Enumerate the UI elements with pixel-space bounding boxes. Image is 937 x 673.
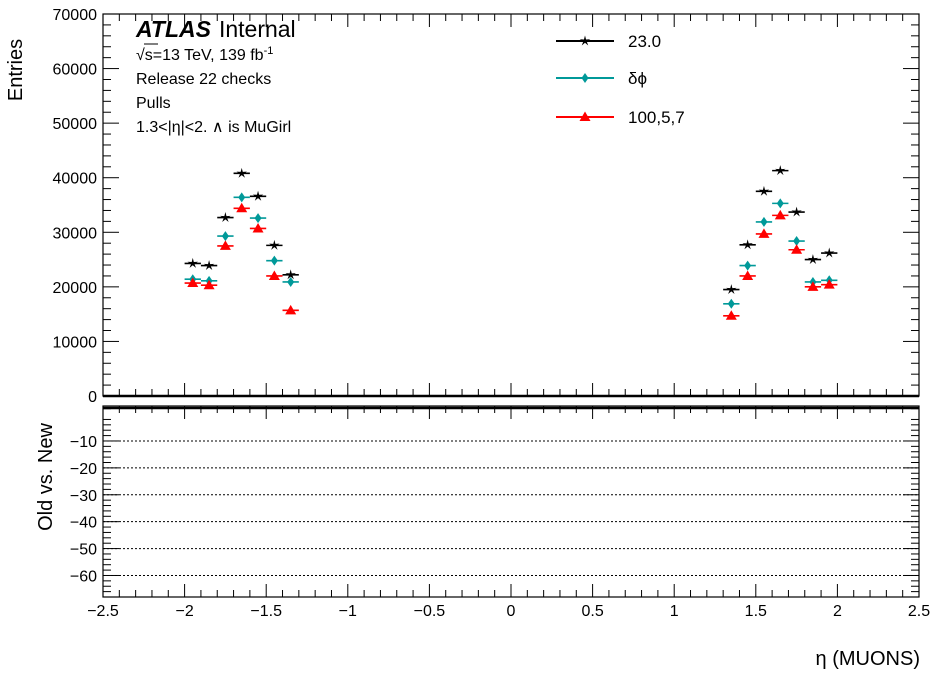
data-point-triangle xyxy=(774,209,786,220)
main-y-tick-label: 10000 xyxy=(53,334,98,351)
x-tick-label: −1.5 xyxy=(250,603,282,620)
data-point-star xyxy=(269,239,280,250)
ratio-frame xyxy=(102,405,920,598)
ratio-y-tick-label: −10 xyxy=(70,434,97,451)
data-point-star xyxy=(824,247,835,258)
data-point-diamond xyxy=(793,236,801,247)
main-y-axis: 0 10000 20000 30000 40000 50000 60000 70000 xyxy=(53,7,919,406)
ratio-y-tick-label: −30 xyxy=(70,488,97,505)
x-tick-label: 0.5 xyxy=(581,603,603,620)
x-tick-label: 1.5 xyxy=(745,603,767,620)
data-point-star xyxy=(742,239,753,250)
data-point-star xyxy=(726,284,737,295)
data-point-triangle xyxy=(807,281,819,291)
data-point-star xyxy=(187,257,198,268)
ratio-y-axis: −10 −20 −30 −40 −50 −60 xyxy=(70,408,919,593)
x-tick-label: 2.5 xyxy=(908,603,930,620)
legend-label: 100,5,7 xyxy=(628,108,685,127)
data-point-star xyxy=(203,260,215,271)
main-y-tick-label: 40000 xyxy=(53,171,98,188)
data-point-triangle xyxy=(187,277,199,288)
atlas-experiment: ATLAS xyxy=(135,16,212,42)
data-point-triangle xyxy=(236,202,248,213)
main-y-tick-label: 70000 xyxy=(53,7,98,24)
main-y-tick-label: 20000 xyxy=(53,280,98,297)
main-y-tick-label: 50000 xyxy=(53,116,98,133)
data-point-triangle xyxy=(219,240,231,250)
data-point-star xyxy=(252,190,264,201)
info-line-2: Pulls xyxy=(136,95,171,112)
data-point-star xyxy=(791,206,802,217)
x-tick-label: −2 xyxy=(175,603,193,620)
data-point-diamond xyxy=(760,216,768,227)
ratio-y-tick-label: −40 xyxy=(70,515,97,532)
atlas-label: ATLAS Internal xyxy=(135,16,296,42)
main-data-points xyxy=(184,165,838,320)
data-point-triangle xyxy=(252,222,264,233)
data-point-star xyxy=(758,185,770,196)
data-point-triangle xyxy=(823,279,835,289)
x-tick-label: 1 xyxy=(670,603,679,620)
legend-marker-triangle xyxy=(579,111,591,121)
legend-label: 23.0 xyxy=(628,32,661,51)
data-point-diamond xyxy=(744,260,752,271)
energy-lumi: √s=13 TeV, 139 fb-1 xyxy=(136,45,273,64)
data-point-star xyxy=(807,254,819,265)
atlas-status: Internal xyxy=(219,16,296,42)
legend: 23.0 δϕ 100,5,7 xyxy=(556,32,685,127)
ratio-y-tick-label: −60 xyxy=(70,568,97,585)
x-axis: −2.5 −2 −1.5 −1 −0.5 0 0.5 1 1.5 2 2.5 xyxy=(87,406,930,620)
data-point-triangle xyxy=(203,279,215,290)
legend-label: δϕ xyxy=(628,69,647,88)
data-point-diamond xyxy=(776,198,784,209)
ratio-y-tick-label: −20 xyxy=(70,461,97,478)
main-panel: 0 10000 20000 30000 40000 50000 60000 70000 Ent… xyxy=(5,7,920,406)
data-point-diamond xyxy=(270,255,278,266)
ratio-panel: −10 −20 −30 −40 −50 −60 −2.5 −2 −1.5 −1 −0.5 0 0.5 1… xyxy=(35,405,930,670)
legend-marker-star xyxy=(579,35,591,46)
info-line-3: 1.3<|η|<2. ∧ is MuGirl xyxy=(136,119,291,136)
data-point-triangle xyxy=(791,244,803,254)
x-tick-label: −1 xyxy=(339,603,357,620)
data-point-diamond xyxy=(727,298,735,309)
data-point-triangle xyxy=(758,228,770,238)
data-point-triangle xyxy=(742,270,754,280)
energy-text: √s=13 TeV, 139 fb xyxy=(136,47,264,64)
data-point-triangle xyxy=(268,270,280,280)
data-point-star xyxy=(236,167,247,178)
ratio-y-label: Old vs. New xyxy=(35,423,57,531)
data-point-diamond xyxy=(254,213,262,224)
main-y-tick-label: 30000 xyxy=(53,225,98,242)
data-point-star xyxy=(285,269,296,280)
data-point-diamond xyxy=(221,231,229,242)
data-point-star xyxy=(775,165,786,176)
ratio-y-tick-label: −50 xyxy=(70,542,97,559)
data-point-diamond xyxy=(287,276,295,287)
legend-marker-diamond xyxy=(581,73,589,83)
x-tick-label: −2.5 xyxy=(87,603,119,620)
main-y-tick-label: 0 xyxy=(88,389,97,406)
x-axis-label: η (MUONS) xyxy=(816,648,920,670)
info-line-1: Release 22 checks xyxy=(136,71,271,88)
data-point-diamond xyxy=(238,192,246,203)
ratio-dashed-lines xyxy=(103,440,919,576)
data-point-triangle xyxy=(725,310,737,320)
data-point-triangle xyxy=(285,304,297,315)
data-point-star xyxy=(220,212,231,222)
x-tick-label: 0 xyxy=(507,603,516,620)
main-y-label: Entries xyxy=(5,39,27,101)
x-tick-label: −0.5 xyxy=(414,603,446,620)
x-tick-label: 2 xyxy=(833,603,842,620)
main-y-tick-label: 60000 xyxy=(53,62,98,79)
lumi-superscript: -1 xyxy=(264,45,274,57)
